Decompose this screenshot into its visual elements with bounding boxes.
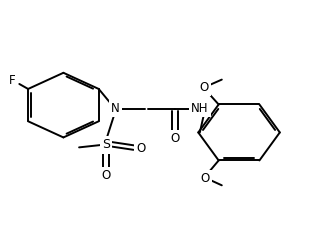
Text: O: O <box>101 170 110 182</box>
Text: O: O <box>136 142 146 155</box>
Text: O: O <box>199 80 209 94</box>
Text: S: S <box>102 138 110 151</box>
Text: O: O <box>201 172 210 185</box>
Text: O: O <box>170 132 179 145</box>
Text: F: F <box>9 74 15 87</box>
Text: NH: NH <box>191 102 209 115</box>
Text: N: N <box>111 102 119 115</box>
